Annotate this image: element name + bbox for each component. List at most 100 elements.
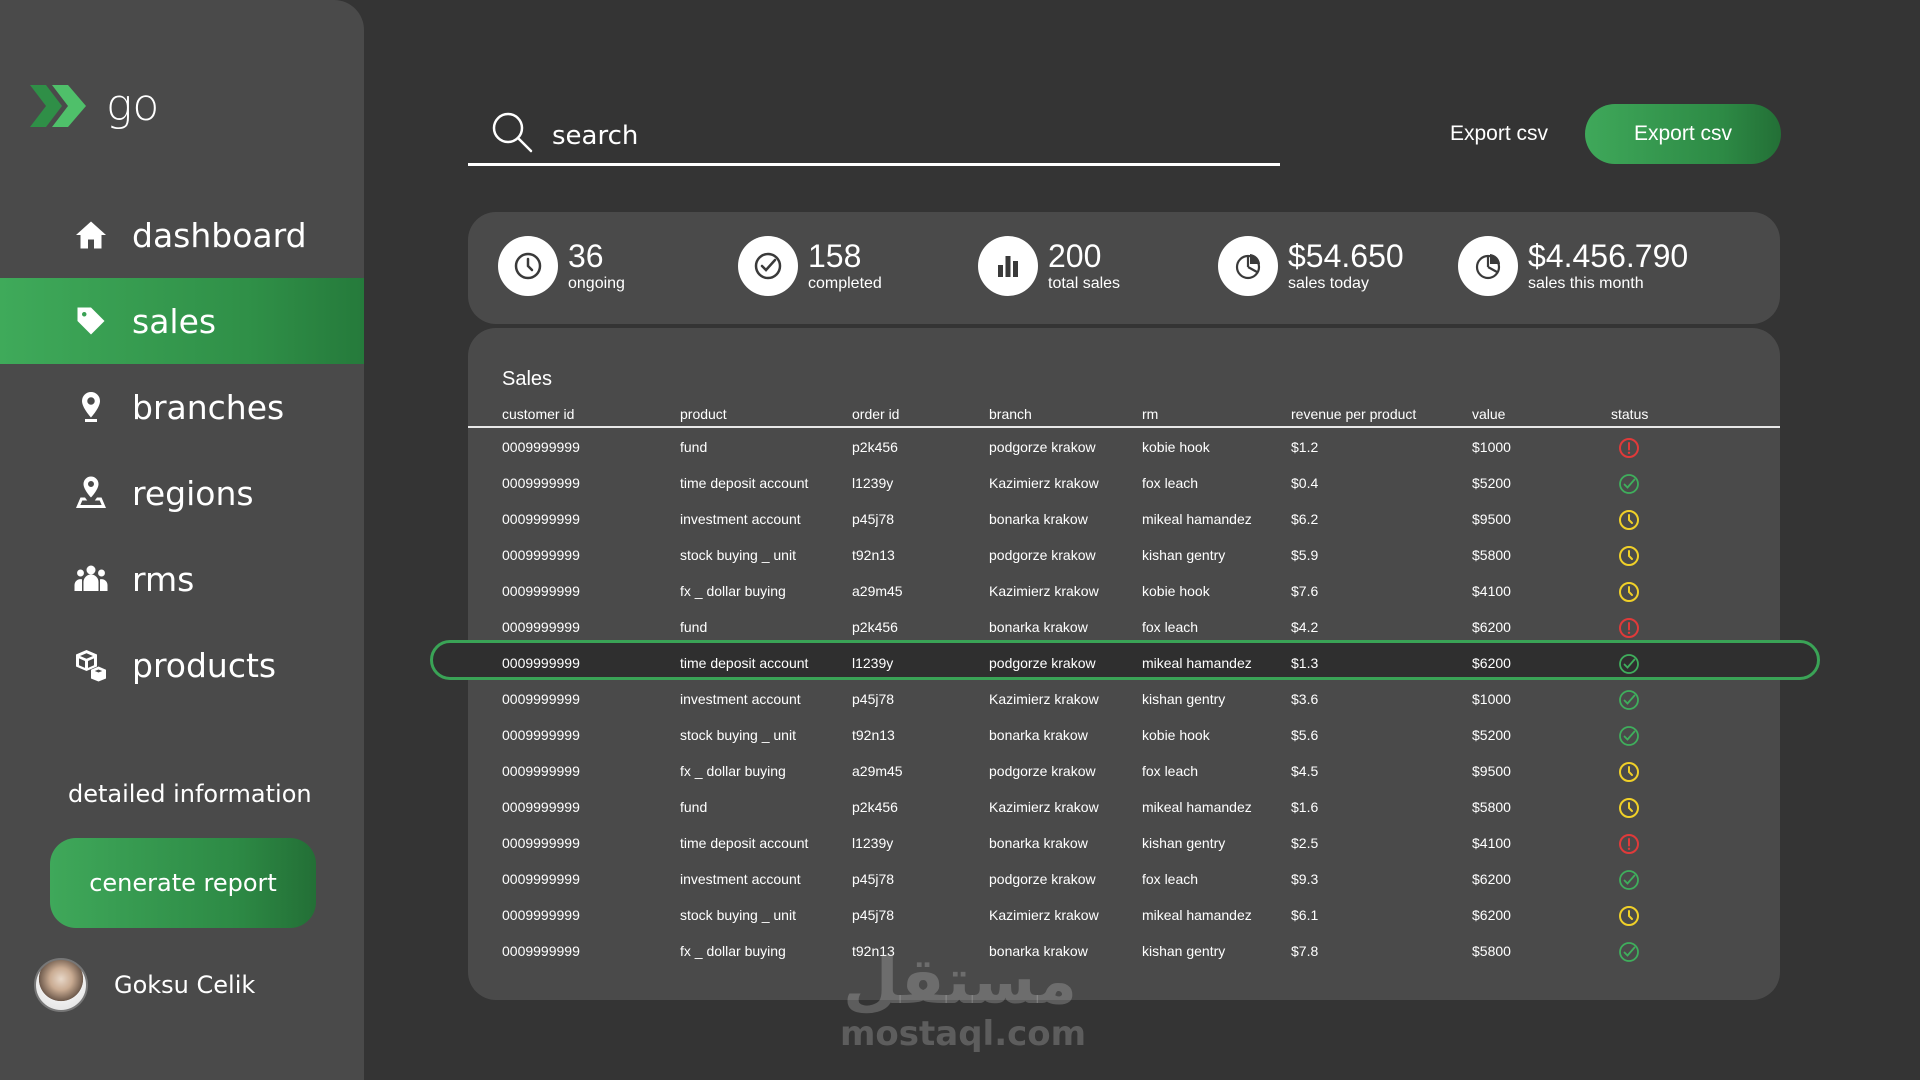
table-cell: kobie hook <box>1142 727 1210 743</box>
table-cell: 0009999999 <box>502 439 580 455</box>
stat-label: total sales <box>1048 275 1121 292</box>
table-cell: kishan gentry <box>1142 547 1226 563</box>
table-row[interactable]: 0009999999 stock buying _ unit t92n13 podgo… <box>468 538 1780 574</box>
table-cell: $0.4 <box>1291 475 1319 491</box>
table-cell: $9500 <box>1472 511 1511 527</box>
export-csv-link[interactable]: Export csv <box>1450 122 1549 145</box>
table-row[interactable]: 0009999999 time deposit account l1239y Kazi… <box>468 466 1780 502</box>
table-row[interactable]: 0009999999 fund p2k456 bonarka krakow fox le… <box>468 610 1780 646</box>
table-row[interactable]: 0009999999 fx _ dollar buying a29m45 Kazimi… <box>468 574 1780 610</box>
table-cell: podgorze krakow <box>989 547 1096 563</box>
table-cell: 0009999999 <box>502 943 580 959</box>
table-row[interactable]: 0009999999 stock buying _ unit p45j78 Kazim… <box>468 898 1780 934</box>
table-cell: 0009999999 <box>502 799 580 815</box>
table-cell: kobie hook <box>1142 583 1210 599</box>
table-row[interactable]: 0009999999 fund p2k456 Kazimierz krakow mike… <box>468 790 1780 826</box>
generate-report-button[interactable]: cenerate report <box>50 838 316 928</box>
table-cell: stock buying _ unit <box>680 547 796 563</box>
table-cell: $6200 <box>1472 871 1511 887</box>
table-row[interactable]: 0009999999 investment account p45j78 podgor… <box>468 862 1780 898</box>
column-header[interactable]: product <box>680 406 727 422</box>
boxes-icon <box>72 646 110 684</box>
column-header[interactable]: order id <box>852 406 900 422</box>
table-cell: kishan gentry <box>1142 835 1226 851</box>
stat-value: 158 <box>808 238 862 274</box>
table-row[interactable]: 0009999999 investment account p45j78 Kazimi… <box>468 682 1780 718</box>
table-cell: fund <box>680 439 708 455</box>
check-circle-icon <box>1617 940 1641 964</box>
sidebar-item-rms[interactable]: rms <box>0 536 364 622</box>
export-csv-button[interactable]: Export csv <box>1585 104 1781 164</box>
stat-sales-this-month: $4.456.790 sales this month <box>1458 236 1688 296</box>
stat-value: 200 <box>1048 238 1102 274</box>
column-header[interactable]: rm <box>1142 406 1159 422</box>
table-cell: 0009999999 <box>502 547 580 563</box>
table-cell: mikeal hamandez <box>1142 511 1252 527</box>
table-cell: $5.9 <box>1291 547 1319 563</box>
table-cell: bonarka krakow <box>989 619 1088 635</box>
clock-icon <box>1617 508 1641 532</box>
table-cell: investment account <box>680 871 801 887</box>
table-cell: $7.8 <box>1291 943 1319 959</box>
table-cell: 0009999999 <box>502 727 580 743</box>
table-cell: kobie hook <box>1142 439 1210 455</box>
watermark-arabic: مستقل <box>842 945 1078 1019</box>
stat-ongoing: 36 ongoing <box>498 236 625 296</box>
column-header[interactable]: branch <box>989 406 1032 422</box>
table-cell: Kazimierz krakow <box>989 691 1099 707</box>
table-cell: $1.2 <box>1291 439 1319 455</box>
table-title: Sales <box>502 368 553 390</box>
column-header[interactable]: customer id <box>502 406 575 422</box>
stat-sales-today: $54.650 sales today <box>1218 236 1404 296</box>
table-cell: $5.6 <box>1291 727 1319 743</box>
sidebar-item-sales[interactable]: sales <box>0 278 364 364</box>
table-row[interactable]: 0009999999 investment account p45j78 bonark… <box>468 502 1780 538</box>
table-row[interactable]: 0009999999 stock buying _ unit t92n13 bonar… <box>468 718 1780 754</box>
table-cell: Kazimierz krakow <box>989 907 1099 923</box>
table-row[interactable]: 0009999999 fund p2k456 podgorze krakow kobie… <box>468 430 1780 466</box>
table-cell: time deposit account <box>680 835 809 851</box>
table-cell: $1000 <box>1472 691 1511 707</box>
table-cell: p2k456 <box>852 439 898 455</box>
table-cell: $6.1 <box>1291 907 1319 923</box>
column-header[interactable]: status <box>1611 406 1649 422</box>
table-cell: $6200 <box>1472 907 1511 923</box>
stat-value: 36 <box>568 238 604 274</box>
sidebar-item-label: dashboard <box>132 215 307 255</box>
table-row[interactable]: 0009999999 fx _ dollar buying a29m45 podgor… <box>468 754 1780 790</box>
user-profile[interactable]: Goksu Celik <box>34 958 255 1012</box>
error-icon <box>1617 436 1641 460</box>
watermark-text: mostaql.com <box>840 1014 1087 1054</box>
table-cell: $3.6 <box>1291 691 1319 707</box>
table-cell: podgorze krakow <box>989 655 1096 671</box>
sidebar-item-products[interactable]: products <box>0 622 364 708</box>
table-row[interactable]: 0009999999 fx _ dollar buying t92n13 bonark… <box>468 934 1780 970</box>
table-cell: $4100 <box>1472 835 1511 851</box>
table-cell: fx _ dollar buying <box>680 943 786 959</box>
table-cell: stock buying _ unit <box>680 727 796 743</box>
table-cell: $5800 <box>1472 943 1511 959</box>
table-cell: 0009999999 <box>502 871 580 887</box>
sidebar-item-regions[interactable]: regions <box>0 450 364 536</box>
table-cell: podgorze krakow <box>989 871 1096 887</box>
table-cell: fx _ dollar buying <box>680 583 786 599</box>
table-cell: $1000 <box>1472 439 1511 455</box>
error-icon <box>1617 832 1641 856</box>
table-cell: bonarka krakow <box>989 835 1088 851</box>
sidebar-item-branches[interactable]: branches <box>0 364 364 450</box>
table-row-selected[interactable]: 0009999999 time deposit account l1239y podg… <box>468 646 1780 682</box>
table-cell: $2.5 <box>1291 835 1319 851</box>
sidebar-item-label: products <box>132 645 277 685</box>
check-circle-icon <box>1617 472 1641 496</box>
table-cell: mikeal hamandez <box>1142 799 1252 815</box>
app-logo[interactable]: go <box>28 80 159 131</box>
column-header[interactable]: revenue per product <box>1291 406 1417 422</box>
sidebar-item-label: rms <box>132 559 195 599</box>
table-row[interactable]: 0009999999 time deposit account l1239y bona… <box>468 826 1780 862</box>
column-header[interactable]: value <box>1472 406 1506 422</box>
sidebar-item-dashboard[interactable]: dashboard <box>0 192 364 278</box>
table-cell: $6200 <box>1472 619 1511 635</box>
stat-value: $54.650 <box>1288 238 1404 274</box>
table-cell: Kazimierz krakow <box>989 799 1099 815</box>
search-input[interactable] <box>552 120 1252 151</box>
